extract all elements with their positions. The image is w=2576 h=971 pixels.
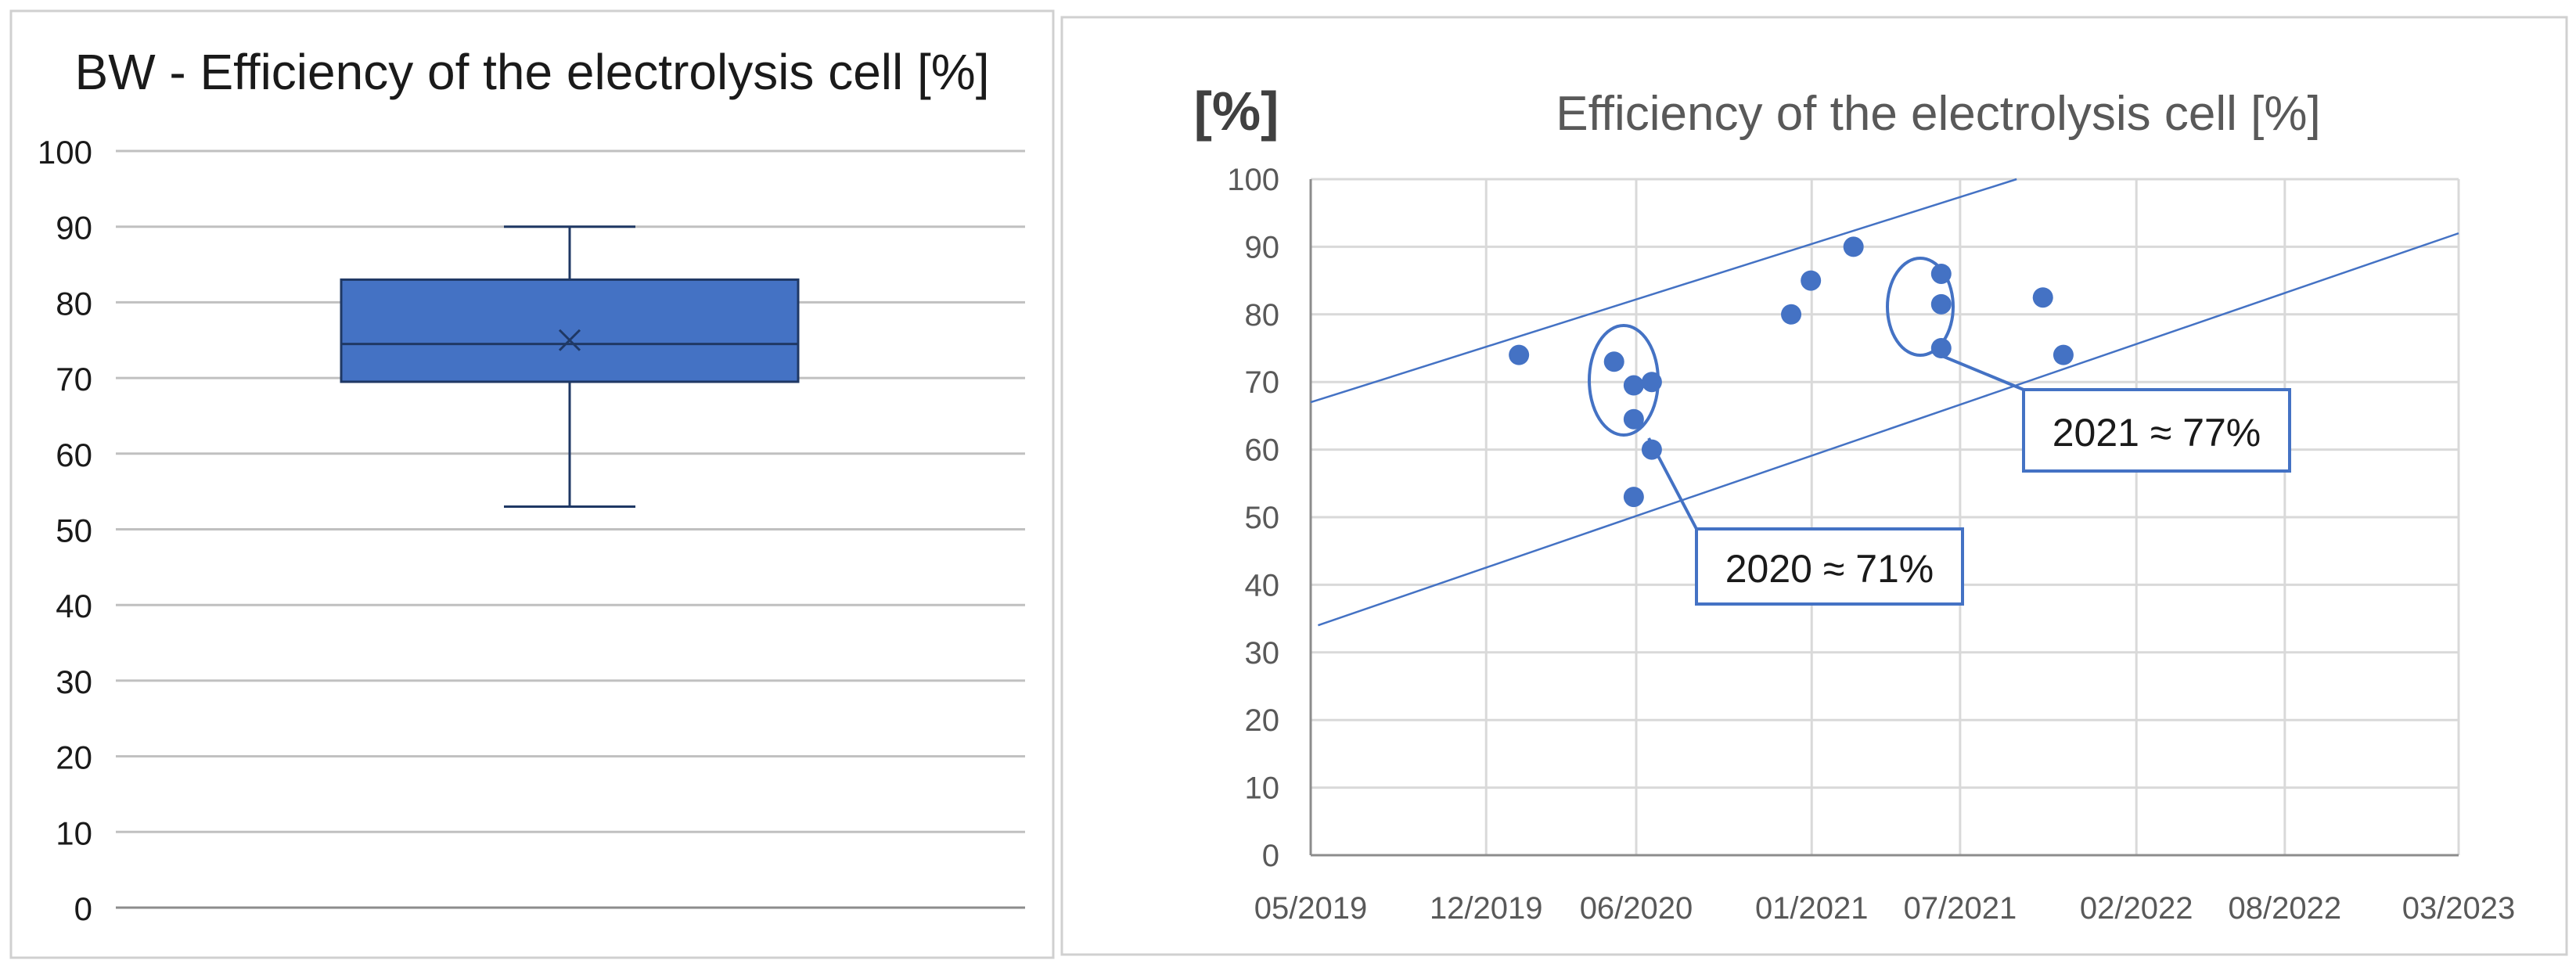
scatter-point: [1509, 344, 1530, 365]
scatter-x-tick-label: 05/2019: [1254, 891, 1368, 926]
boxplot-y-ticks: 0 10 20 30 40 50 60 70 80 90 100: [38, 134, 92, 927]
scatter-y-tick-label: 80: [1245, 298, 1280, 333]
box-y-tick-label: 100: [38, 134, 92, 171]
scatter-y-tick-label: 60: [1245, 433, 1280, 468]
annotation-2021-ellipse: [1886, 257, 1955, 357]
annotation-group-2021: 2021 ≈ 77%: [1886, 257, 2291, 473]
scatter-trend-lines: [1310, 178, 2459, 627]
boxplot-title: BW - Efficiency of the electrolysis cell…: [75, 44, 990, 100]
scatter-y-tick-label: 30: [1245, 636, 1280, 671]
scatter-y-tick-label: 100: [1227, 163, 1279, 197]
scatter-panel: [%] Efficiency of the electrolysis cell …: [1060, 16, 2568, 956]
annotation-2021-leader: [1932, 351, 2024, 391]
annotation-group-2020: 2020 ≈ 71%: [1588, 324, 1964, 606]
scatter-x-tick-label: 02/2022: [2080, 891, 2193, 926]
scatter-x-tick-label: 07/2021: [1904, 891, 2017, 926]
boxplot-frame: [9, 9, 1055, 959]
scatter-y-axis-label: [%]: [1194, 81, 1279, 142]
scatter-title: Efficiency of the electrolysis cell [%]: [1556, 87, 2320, 141]
box-y-tick-label: 30: [56, 664, 92, 700]
box-y-tick-label: 40: [56, 588, 92, 624]
scatter-x-tick-label: 03/2023: [2402, 891, 2516, 926]
box-y-tick-label: 10: [56, 815, 92, 851]
scatter-point: [1843, 236, 1864, 257]
box-y-tick-label: 80: [56, 285, 92, 322]
box-y-tick-label: 90: [56, 210, 92, 246]
boxplot-body: [340, 225, 800, 508]
scatter-point: [1623, 487, 1644, 508]
scatter-y-tick-label: 70: [1245, 365, 1280, 400]
box-y-tick-label: 0: [74, 890, 92, 927]
scatter-y-tick-label: 40: [1245, 568, 1280, 602]
boxplot-panel: BW - Efficiency of the electrolysis cell…: [9, 9, 1055, 959]
annotation-2020-ellipse: [1588, 324, 1660, 437]
scatter-y-tick-label: 0: [1262, 839, 1279, 873]
scatter-x-ticks: 05/2019 12/2019 06/2020 01/2021 07/2021 02/20…: [1254, 891, 2516, 926]
annotation-2020-leader: [1647, 437, 1698, 530]
scatter-y-tick-label: 90: [1245, 230, 1280, 264]
scatter-point: [1623, 408, 1644, 430]
scatter-point: [1801, 270, 1822, 291]
annotation-2020-box: [1695, 527, 1964, 606]
box-iqr: [340, 278, 800, 383]
annotation-2020-label: 2020 ≈ 71%: [1725, 547, 1934, 591]
scatter-y-tick-label: 50: [1245, 501, 1280, 535]
box-y-tick-label: 20: [56, 739, 92, 776]
box-y-tick-label: 50: [56, 512, 92, 549]
trend-line-upper: [1310, 178, 2017, 404]
trend-line-lower: [1318, 232, 2459, 627]
scatter-x-tick-label: 01/2021: [1755, 891, 1869, 926]
scatter-x-tick-label: 12/2019: [1430, 891, 1543, 926]
scatter-point: [1623, 375, 1644, 396]
box-y-tick-label: 60: [56, 437, 92, 473]
scatter-point: [1781, 304, 1802, 325]
box-y-tick-label: 70: [56, 361, 92, 397]
scatter-y-ticks: 0 10 20 30 40 50 60 70 80 90 100: [1227, 163, 1279, 873]
scatter-y-tick-label: 10: [1245, 771, 1280, 806]
scatter-point: [2032, 287, 2053, 308]
scatter-y-tick-label: 20: [1245, 703, 1280, 738]
box-mean-marker: [558, 329, 581, 351]
scatter-point: [2053, 344, 2074, 365]
scatter-point: [1930, 293, 1952, 315]
scatter-x-tick-label: 08/2022: [2229, 891, 2342, 926]
scatter-point: [1603, 351, 1624, 372]
annotation-2021-label: 2021 ≈ 77%: [2053, 411, 2261, 455]
annotation-2021-box: [2022, 388, 2291, 473]
scatter-frame: [1060, 16, 2568, 956]
scatter-x-tick-label: 06/2020: [1580, 891, 1693, 926]
